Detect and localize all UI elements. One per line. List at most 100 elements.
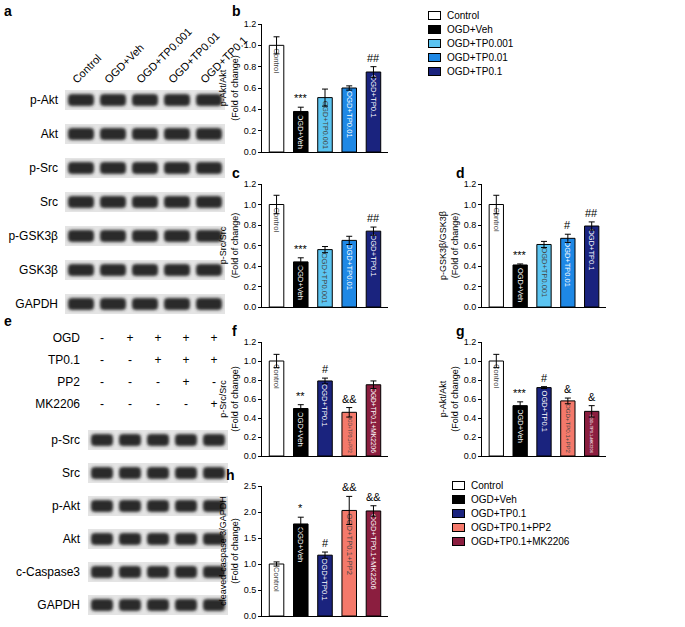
svg-text:0.6: 0.6	[244, 83, 257, 93]
svg-text:OGD+TP0.1+MK2206: OGD+TP0.1+MK2206	[370, 388, 377, 453]
svg-text:OGD+TP0.1: OGD+TP0.1	[369, 75, 378, 117]
svg-text:d: d	[456, 165, 465, 181]
svg-text:#: #	[541, 372, 548, 384]
svg-text:1.2: 1.2	[244, 19, 257, 29]
svg-text:OGD+Veh: OGD+Veh	[296, 265, 305, 300]
svg-text:p-Akt/Akt(Fold of change): p-Akt/Akt(Fold of change)	[438, 366, 460, 432]
svg-text:#: #	[564, 219, 571, 231]
svg-text:0.0: 0.0	[464, 302, 477, 312]
svg-text:0.8: 0.8	[244, 220, 257, 230]
svg-text:p-Src: p-Src	[29, 161, 58, 175]
svg-text:OGD+TP0.01: OGD+TP0.01	[345, 243, 354, 290]
svg-text:OGD+Veh: OGD+Veh	[296, 412, 305, 447]
svg-text:0.0: 0.0	[244, 147, 257, 157]
svg-text:&: &	[588, 391, 596, 403]
svg-text:-: -	[212, 375, 216, 389]
svg-text:0.4: 0.4	[244, 413, 257, 423]
svg-text:***: ***	[513, 387, 527, 399]
svg-text:Akt: Akt	[63, 532, 81, 546]
svg-text:0.4: 0.4	[244, 261, 257, 271]
svg-text:-: -	[184, 397, 188, 411]
svg-text:b: b	[232, 3, 241, 19]
svg-text:TP0.1: TP0.1	[48, 353, 80, 367]
svg-text:##: ##	[585, 207, 598, 219]
svg-text:p-Src/Src(Fold of change): p-Src/Src(Fold of change)	[218, 366, 240, 432]
svg-text:c: c	[232, 165, 240, 181]
svg-text:1.0: 1.0	[244, 356, 257, 366]
svg-text:2.0: 2.0	[244, 507, 257, 517]
svg-text:1.2: 1.2	[244, 337, 257, 347]
svg-text:0.2: 0.2	[244, 282, 257, 292]
svg-text:0.6: 0.6	[244, 241, 257, 251]
svg-text:+: +	[182, 375, 189, 389]
svg-text:*: *	[298, 502, 303, 514]
svg-text:p-Src/Src(Fold of change): p-Src/Src(Fold of change)	[218, 213, 240, 279]
svg-text:Control: Control	[272, 208, 281, 233]
svg-text:GAPDH: GAPDH	[37, 598, 80, 612]
svg-text:1.0: 1.0	[244, 200, 257, 210]
svg-text:OGD+TP0.1: OGD+TP0.1	[320, 558, 329, 600]
svg-text:GAPDH: GAPDH	[15, 297, 58, 311]
svg-text:2.5: 2.5	[244, 481, 257, 491]
svg-text:Control: Control	[272, 567, 281, 592]
svg-text:&&: &&	[342, 393, 357, 405]
svg-text:0.2: 0.2	[464, 432, 477, 442]
svg-text:OGD+TP0.001: OGD+TP0.001	[321, 101, 330, 149]
svg-text:-: -	[128, 353, 132, 367]
svg-text:OGD+Veh: OGD+Veh	[296, 527, 305, 562]
svg-text:p-GSK3β: p-GSK3β	[8, 229, 58, 243]
svg-text:1.2: 1.2	[464, 337, 477, 347]
svg-text:#: #	[322, 537, 329, 549]
svg-text:OGD: OGD	[53, 331, 81, 345]
svg-text:f: f	[232, 323, 237, 339]
svg-text:OGD+TP0.1: OGD+TP0.1	[198, 34, 249, 85]
svg-text:OGD+TP0.001: OGD+TP0.001	[540, 247, 549, 297]
svg-text:#: #	[322, 363, 329, 375]
svg-text:-: -	[100, 397, 104, 411]
svg-text:+: +	[154, 331, 161, 345]
svg-text:Control: Control	[492, 208, 501, 232]
svg-text:+: +	[182, 353, 189, 367]
svg-text:p-GSK3β/GSK3β(Fold of change): p-GSK3β/GSK3β(Fold of change)	[438, 211, 460, 280]
svg-text:-: -	[100, 375, 104, 389]
svg-text:g: g	[456, 323, 465, 339]
svg-text:-: -	[128, 397, 132, 411]
svg-text:0.8: 0.8	[464, 220, 477, 230]
svg-text:-: -	[100, 331, 104, 345]
svg-text:1.0: 1.0	[464, 356, 477, 366]
svg-text:Control: Control	[492, 364, 501, 388]
svg-text:GSK3β: GSK3β	[19, 263, 58, 277]
svg-text:OGD+TP0.1+PP2: OGD+TP0.1+PP2	[347, 415, 352, 453]
svg-text:Src: Src	[40, 195, 58, 209]
svg-text:c-Caspase3: c-Caspase3	[16, 565, 80, 579]
svg-text:+: +	[210, 353, 217, 367]
svg-text:0.0: 0.0	[244, 451, 257, 461]
svg-text:PP2: PP2	[57, 375, 80, 389]
svg-text:OGD+Veh: OGD+Veh	[296, 115, 305, 149]
svg-text:0.2: 0.2	[244, 126, 257, 136]
svg-text:OGD+TP0.1+MK2206: OGD+TP0.1+MK2206	[369, 514, 378, 589]
svg-text:Src: Src	[62, 466, 80, 480]
svg-text:0.4: 0.4	[244, 104, 257, 114]
svg-text:p-Akt: p-Akt	[52, 499, 81, 513]
svg-text:1.0: 1.0	[244, 40, 257, 50]
svg-text:OGD+TP0.1+MK2206: OGD+TP0.1+MK2206	[589, 414, 594, 452]
svg-text:1.2: 1.2	[464, 179, 477, 189]
svg-text:0.4: 0.4	[464, 413, 477, 423]
svg-text:0.2: 0.2	[464, 282, 477, 292]
svg-text:0.8: 0.8	[244, 375, 257, 385]
svg-text:MK2206: MK2206	[35, 397, 80, 411]
svg-text:p-Akt: p-Akt	[30, 93, 59, 107]
svg-text:-: -	[128, 375, 132, 389]
svg-text:e: e	[4, 313, 12, 329]
svg-text:Control: Control	[70, 52, 104, 86]
svg-text:&&: &&	[366, 491, 381, 503]
svg-text:0.6: 0.6	[464, 394, 477, 404]
svg-text:1.5: 1.5	[244, 533, 257, 543]
svg-text:OGD+TP0.1+PP2: OGD+TP0.1+PP2	[345, 514, 354, 575]
svg-text:1.0: 1.0	[244, 559, 257, 569]
svg-text:p-Src: p-Src	[51, 433, 80, 447]
svg-text:***: ***	[294, 92, 308, 104]
svg-text:0.4: 0.4	[464, 261, 477, 271]
svg-text:Akt: Akt	[41, 127, 59, 141]
